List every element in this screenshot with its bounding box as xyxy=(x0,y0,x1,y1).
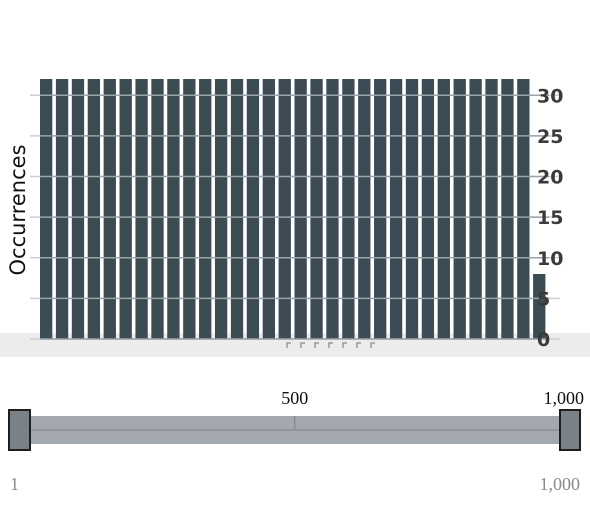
bar xyxy=(501,79,514,339)
y-tick-label: 20 xyxy=(537,167,563,189)
y-tick-label: 25 xyxy=(537,126,563,148)
bar xyxy=(453,79,466,339)
bar xyxy=(87,79,101,339)
bar xyxy=(421,79,435,339)
bar xyxy=(517,79,530,339)
bar xyxy=(230,79,244,339)
y-tick-label: 15 xyxy=(537,207,563,229)
bar xyxy=(469,79,482,339)
range-slider[interactable]: 500 1,000 1 1,000 xyxy=(8,388,585,494)
y-axis-label: Occurrences xyxy=(6,144,30,275)
y-tick-label: 10 xyxy=(537,248,563,270)
slider-max-label: 1,000 xyxy=(540,474,581,494)
bar xyxy=(167,79,180,339)
bar xyxy=(310,79,323,339)
bar xyxy=(214,79,228,339)
bar xyxy=(437,79,450,339)
bar xyxy=(533,274,546,339)
y-tick-label: 0 xyxy=(537,329,550,351)
bar xyxy=(246,79,260,339)
bar xyxy=(405,79,419,339)
slider-tick-label: 1,000 xyxy=(544,388,585,408)
slider-tick-label: 500 xyxy=(281,388,308,408)
bar xyxy=(119,79,132,339)
bar xyxy=(55,79,69,339)
bar xyxy=(358,79,371,339)
bar xyxy=(71,79,85,339)
bar xyxy=(199,79,212,339)
bar xyxy=(326,79,339,339)
bar xyxy=(342,79,355,339)
bar xyxy=(151,79,164,339)
bar xyxy=(103,79,116,339)
bar xyxy=(278,79,291,339)
bar xyxy=(374,79,387,339)
bar xyxy=(135,79,148,339)
bar xyxy=(262,79,275,339)
grid-lines-front xyxy=(40,94,549,340)
brush-marks xyxy=(286,342,375,348)
slider-handle-right[interactable] xyxy=(559,409,581,451)
bar xyxy=(40,79,53,339)
bar xyxy=(485,79,498,339)
y-ticks: 0 5 10 15 20 25 30 xyxy=(537,85,563,351)
slider-min-label: 1 xyxy=(10,474,19,494)
slider-handle-left[interactable] xyxy=(8,409,31,451)
y-tick-label: 30 xyxy=(537,85,563,107)
bar xyxy=(389,79,403,339)
bar xyxy=(294,79,307,339)
y-tick-label: 5 xyxy=(537,288,550,310)
bar xyxy=(183,79,196,339)
bars xyxy=(40,79,546,339)
